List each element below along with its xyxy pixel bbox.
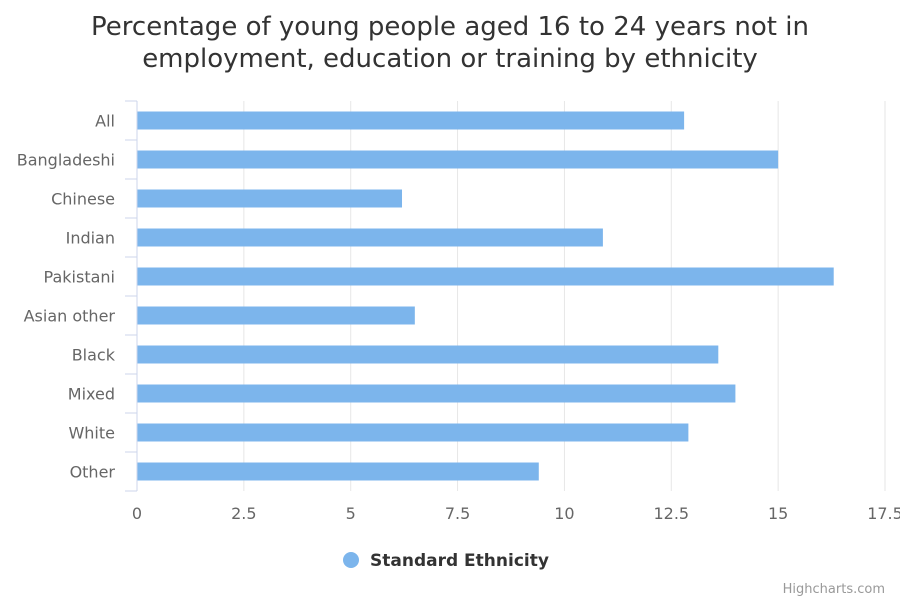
bar[interactable] [137, 150, 779, 169]
category-label: Other [70, 463, 116, 482]
bar[interactable] [137, 189, 403, 208]
category-label: Bangladeshi [17, 151, 115, 170]
legend-marker-icon [343, 552, 359, 568]
category-label: All [95, 112, 115, 131]
category-label: Indian [66, 229, 115, 248]
bar[interactable] [137, 228, 603, 247]
x-tick-label: 12.5 [653, 504, 689, 523]
bar[interactable] [137, 345, 719, 364]
x-tick-label: 7.5 [445, 504, 470, 523]
chart-title-line-1: Percentage of young people aged 16 to 24… [91, 12, 809, 42]
bar[interactable] [137, 267, 834, 286]
category-label: Pakistani [44, 268, 115, 287]
x-tick-label: 15 [768, 504, 788, 523]
bar[interactable] [137, 462, 539, 481]
bar[interactable] [137, 384, 736, 403]
category-label: Chinese [51, 190, 115, 209]
legend-label[interactable]: Standard Ethnicity [370, 551, 549, 571]
x-axis-tick-labels: 0 2.5 5 7.5 10 12.5 15 17.5 [132, 504, 900, 523]
y-axis [125, 100, 138, 492]
category-label: White [68, 424, 115, 443]
x-tick-label: 0 [132, 504, 142, 523]
credits-link[interactable]: Highcharts.com [783, 582, 885, 597]
category-label: Black [72, 346, 116, 365]
bar[interactable] [137, 423, 689, 442]
x-tick-label: 2.5 [231, 504, 256, 523]
bar[interactable] [137, 111, 685, 130]
category-label: Asian other [24, 307, 116, 326]
x-tick-label: 10 [554, 504, 574, 523]
category-label: Mixed [68, 385, 115, 404]
x-tick-label: 5 [346, 504, 356, 523]
category-labels: All Bangladeshi Chinese Indian Pakistani Asia… [17, 112, 116, 482]
chart-title-line-2: employment, education or training by eth… [142, 44, 758, 74]
x-tick-label: 17.5 [867, 504, 900, 523]
legend[interactable]: Standard Ethnicity [343, 551, 549, 571]
bar-series [137, 111, 834, 481]
bar[interactable] [137, 306, 415, 325]
